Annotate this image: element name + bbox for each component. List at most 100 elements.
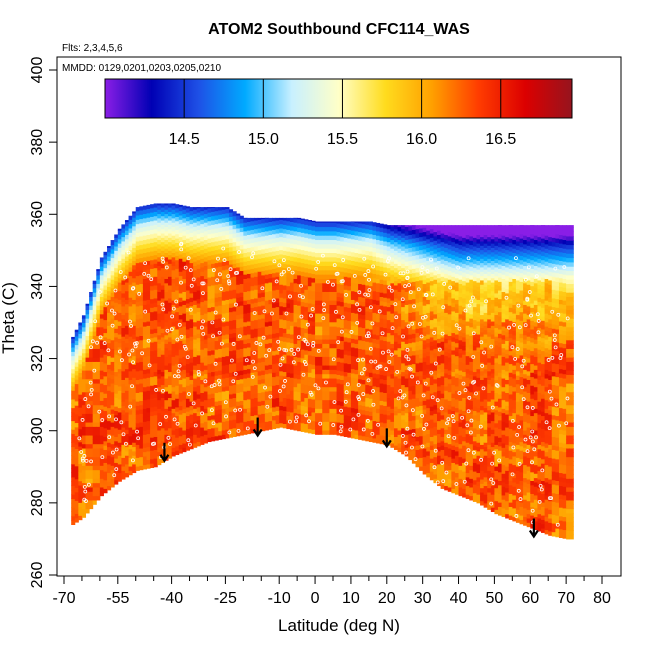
- heatmap-cell: [92, 474, 97, 479]
- heatmap-cell: [168, 410, 173, 416]
- heatmap-cell: [110, 248, 115, 254]
- heatmap-cell: [74, 348, 79, 354]
- heatmap-cell: [386, 225, 391, 230]
- heatmap-cell: [393, 284, 399, 290]
- heatmap-cell: [92, 287, 97, 293]
- heatmap-cell: [307, 328, 312, 334]
- heatmap-cell: [121, 444, 126, 450]
- heatmap-cell: [390, 261, 395, 267]
- heatmap-cell: [107, 437, 112, 443]
- heatmap-cell: [225, 377, 230, 383]
- heatmap-cell: [329, 334, 334, 340]
- heatmap-cell: [117, 316, 122, 322]
- heatmap-cell: [340, 409, 345, 415]
- heatmap-cell: [132, 264, 137, 270]
- heatmap-cell: [225, 290, 230, 296]
- heatmap-cell: [254, 388, 259, 394]
- heatmap-cell: [390, 248, 395, 254]
- heatmap-cell: [343, 259, 348, 264]
- heatmap-cell: [182, 382, 187, 388]
- heatmap-cell: [178, 253, 183, 259]
- heatmap-cell: [171, 203, 176, 206]
- heatmap-cell: [275, 319, 280, 325]
- heatmap-cell: [207, 333, 212, 339]
- heatmap-cell: [221, 243, 226, 249]
- heatmap-cell: [182, 408, 187, 414]
- heatmap-cell: [146, 459, 151, 465]
- heatmap-cell: [142, 421, 147, 427]
- heatmap-cell: [117, 398, 122, 404]
- heatmap-cell: [268, 295, 273, 300]
- heatmap-cell: [279, 370, 284, 376]
- heatmap-cell: [300, 262, 305, 268]
- heatmap-cell: [157, 252, 162, 258]
- heatmap-cell: [379, 344, 384, 349]
- heatmap-cell: [343, 328, 348, 334]
- heatmap-cell: [340, 362, 345, 368]
- heatmap-cell: [275, 384, 280, 390]
- heatmap-cell: [175, 242, 180, 248]
- heatmap-cell: [110, 361, 115, 367]
- heatmap-cell: [250, 294, 255, 300]
- heatmap-cell: [336, 261, 341, 267]
- heatmap-cell: [171, 447, 176, 453]
- heatmap-cell: [311, 334, 316, 339]
- heatmap-cell: [275, 259, 280, 264]
- heatmap-cell: [218, 261, 223, 267]
- heatmap-cell: [254, 302, 259, 308]
- heatmap-cell: [128, 292, 133, 298]
- heatmap-cell: [315, 256, 320, 262]
- heatmap-cell: [397, 278, 402, 284]
- heatmap-cell: [139, 235, 144, 241]
- heatmap-cell: [297, 361, 302, 367]
- heatmap-cell: [189, 331, 194, 337]
- heatmap-cell: [372, 377, 377, 383]
- heatmap-cell: [128, 444, 133, 450]
- heatmap-cell: [89, 435, 94, 440]
- heatmap-cell: [232, 349, 237, 355]
- heatmap-cell: [132, 351, 137, 357]
- heatmap-cell: [350, 334, 356, 339]
- heatmap-cell: [300, 401, 305, 406]
- heatmap-cell: [300, 379, 305, 385]
- heatmap-cell: [85, 491, 90, 497]
- heatmap-cell: [164, 252, 169, 258]
- heatmap-cell: [289, 308, 295, 313]
- heatmap-cell: [286, 385, 291, 391]
- heatmap-cell: [142, 343, 147, 349]
- heatmap-cell: [150, 238, 155, 243]
- heatmap-cell: [279, 227, 284, 233]
- heatmap-cell: [250, 354, 255, 360]
- heatmap-cell: [128, 466, 133, 471]
- heatmap-cell: [297, 326, 302, 332]
- heatmap-cell: [89, 361, 94, 367]
- heatmap-cell: [150, 268, 155, 274]
- heatmap-cell: [304, 267, 309, 273]
- heatmap-cell: [175, 428, 180, 434]
- heatmap-cell: [218, 339, 223, 345]
- heatmap-cell: [286, 217, 291, 222]
- heatmap-cell: [196, 359, 201, 365]
- heatmap-cell: [150, 311, 155, 317]
- heatmap-cell: [182, 399, 187, 405]
- heatmap-cell: [107, 450, 112, 456]
- heatmap-cell: [297, 235, 302, 241]
- heatmap-cell: [297, 387, 302, 393]
- heatmap-cell: [254, 414, 259, 420]
- heatmap-cell: [282, 276, 287, 282]
- heatmap-cell: [347, 324, 352, 330]
- heatmap-cell: [358, 309, 363, 315]
- heatmap-cell: [146, 342, 151, 348]
- heatmap-cell: [282, 289, 287, 295]
- heatmap-cell: [293, 217, 298, 219]
- heatmap-cell: [114, 267, 119, 273]
- heatmap-cell: [318, 304, 323, 310]
- heatmap-cell: [268, 299, 273, 305]
- heatmap-cell: [110, 443, 115, 449]
- heatmap-cell: [361, 258, 366, 264]
- heatmap-cell: [103, 302, 108, 308]
- heatmap-cell: [74, 374, 79, 380]
- heatmap-cell: [254, 284, 259, 290]
- heatmap-cell: [182, 365, 187, 370]
- heatmap-cell: [315, 274, 320, 279]
